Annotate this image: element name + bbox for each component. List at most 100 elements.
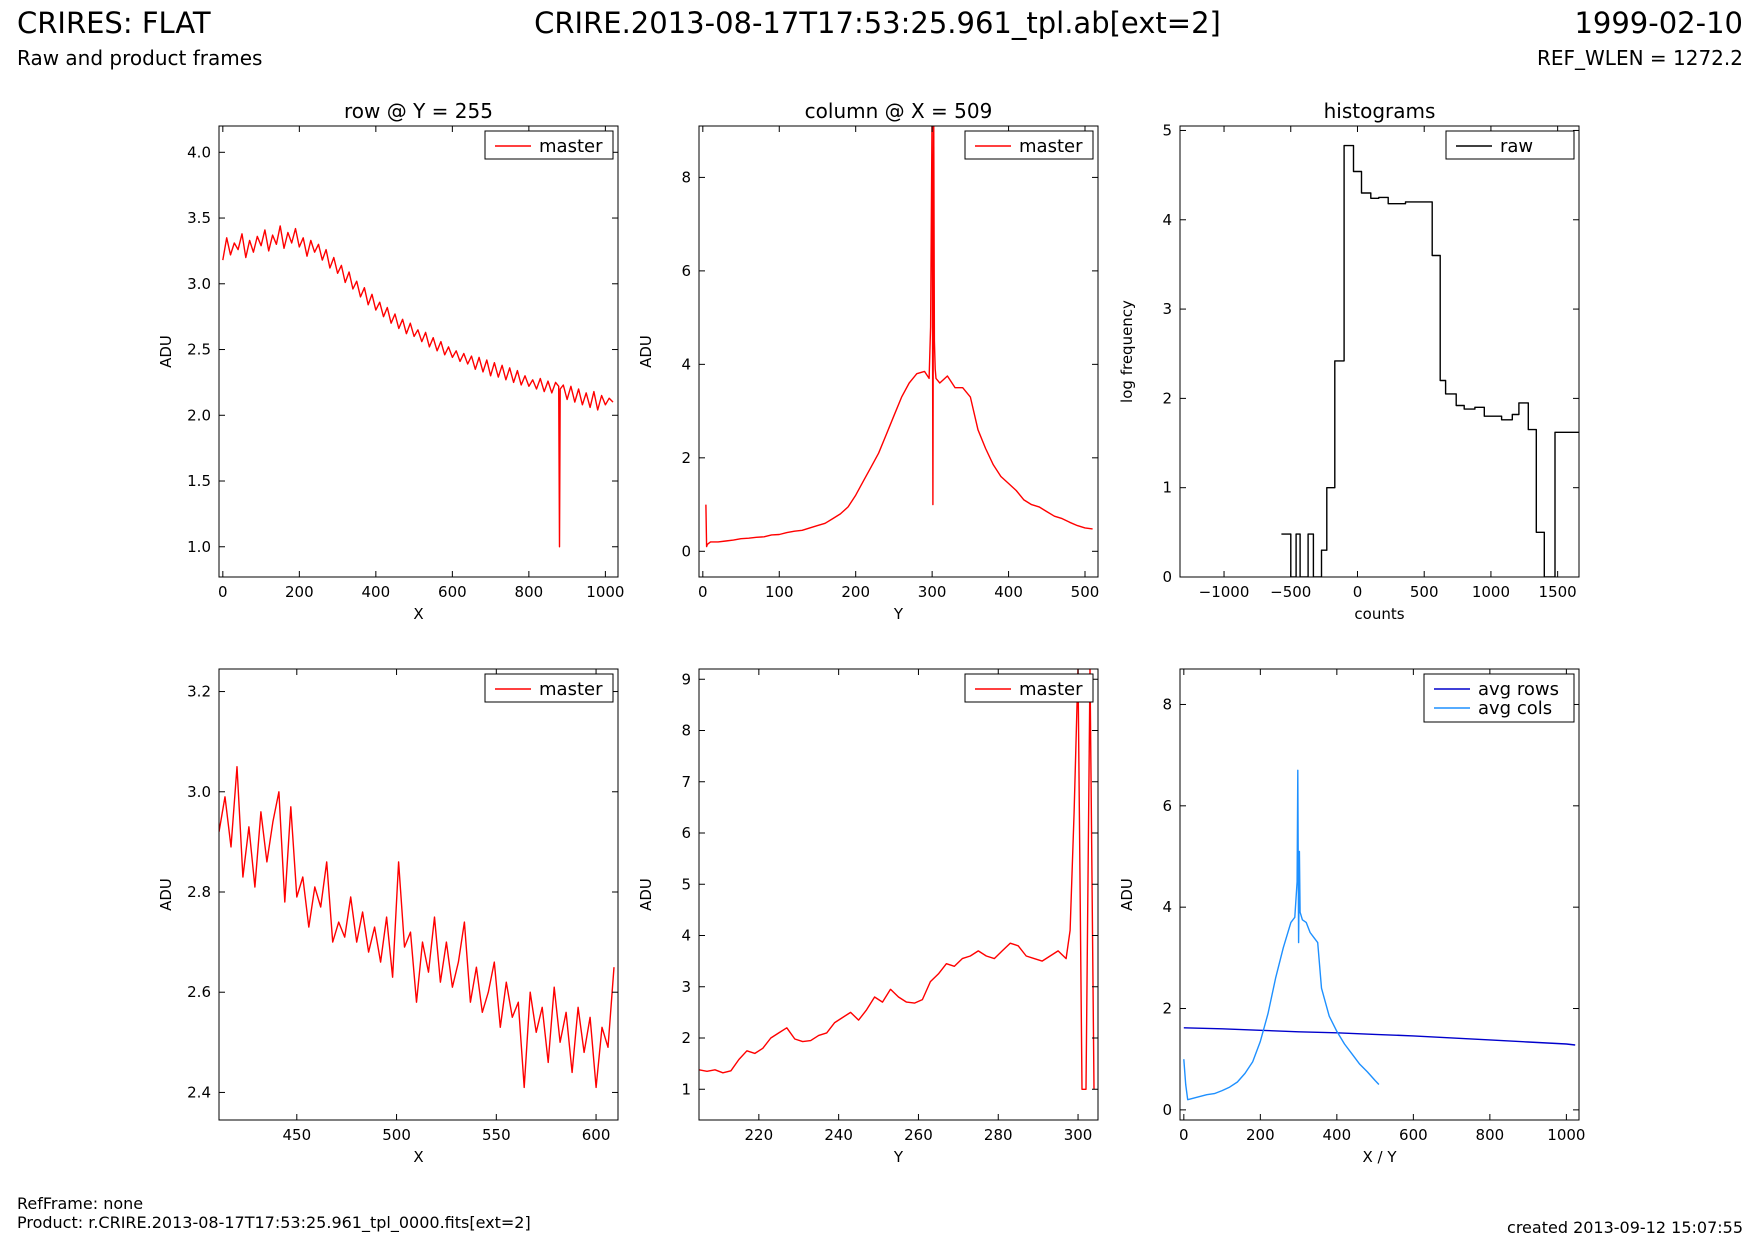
x-tick-label: 800 (515, 583, 544, 601)
x-tick-label: 400 (994, 583, 1023, 601)
y-tick-label: 6 (681, 824, 691, 842)
y-tick-label: 2 (1162, 1000, 1172, 1018)
x-tick-label: 500 (1410, 583, 1439, 601)
x-tick-label: 1500 (1539, 583, 1577, 601)
series-group (222, 225, 614, 548)
refframe-label: RefFrame: none (17, 1194, 144, 1213)
x-tick-label: 240 (824, 1126, 853, 1144)
legend-entry: raw (1500, 136, 1533, 157)
legend: master (484, 130, 614, 160)
x-axis-label: X (413, 1148, 423, 1166)
axes-frame (218, 668, 619, 1121)
x-tick-label: 300 (918, 583, 947, 601)
y-tick-label: 1.5 (187, 472, 211, 490)
x-axis-label: Y (893, 605, 904, 623)
y-axis-label: ADU (157, 335, 175, 368)
chart-title: column @ X = 509 (805, 99, 993, 123)
y-tick-label: 4.0 (187, 143, 211, 161)
x-tick-label: −1000 (1199, 583, 1250, 601)
y-tick-label: 5 (1162, 121, 1172, 139)
x-tick-label: 400 (1323, 1126, 1352, 1144)
x-tick-label: 200 (841, 583, 870, 601)
y-tick-label: 3 (681, 978, 691, 996)
y-tick-label: 4 (1162, 898, 1172, 916)
x-tick-label: 0 (1179, 1126, 1189, 1144)
legend-box (484, 673, 614, 703)
y-axis-label: ADU (637, 878, 655, 911)
y-tick-label: 0 (1162, 568, 1172, 586)
chart-panel-2: 0 100 200 300 400 500 0 2 4 6 8 column @ X = 509 Y AD… (637, 99, 1099, 623)
x-tick-label: 200 (1246, 1126, 1275, 1144)
y-tick-label: 0 (681, 542, 691, 560)
y-tick-label: 3.5 (187, 209, 211, 227)
series-line-1 (699, 669, 1095, 1091)
chart-panel-5: 220 240 260 280 300 1 2 3 4 5 6 7 8 9 Y ADU master (637, 668, 1099, 1166)
y-tick-label: 1 (681, 1080, 691, 1098)
legend-box (964, 673, 1094, 703)
x-tick-label: 100 (765, 583, 794, 601)
chart-panel-1: 0 200 400 600 800 1000 1.0 1.5 2.0 2.5 3.0 3.5 4.0 ro… (157, 99, 624, 623)
x-tick-label: 600 (582, 1126, 611, 1144)
legend-entry: master (1019, 679, 1083, 700)
x-axis-label: X / Y (1362, 1148, 1397, 1166)
x-axis-label: Y (893, 1148, 904, 1166)
x-tick-label: 500 (382, 1126, 411, 1144)
legend-box (964, 130, 1094, 160)
y-tick-label: 5 (681, 875, 691, 893)
legend-entry: master (539, 679, 603, 700)
legend: master (964, 130, 1094, 160)
chart-panel-6: 0 200 400 600 800 1000 0 2 4 6 8 X / Y ADU avg rowsav… (1118, 668, 1585, 1166)
y-tick-label: 4 (681, 927, 691, 945)
x-tick-label: 280 (984, 1126, 1013, 1144)
chart-panel-3: −1000 −500 0 500 1000 1500 0 1 2 3 4 5 histograms cou… (1118, 99, 1580, 623)
axes-frame (698, 668, 1099, 1121)
legend-entry: avg cols (1478, 698, 1552, 719)
axes-frame (218, 125, 619, 578)
x-tick-label: 400 (362, 583, 391, 601)
x-tick-label: 200 (285, 583, 314, 601)
y-tick-label: 6 (681, 262, 691, 280)
series-line-1 (1281, 144, 1579, 577)
y-tick-label: 1 (1162, 479, 1172, 497)
y-tick-label: 8 (1162, 695, 1172, 713)
observation-date: 1999-02-10 (1574, 6, 1743, 40)
axes-frame (1179, 668, 1580, 1121)
x-axis-label: counts (1354, 605, 1404, 623)
y-tick-label: 2.6 (187, 983, 211, 1001)
y-tick-label: 0 (1162, 1101, 1172, 1119)
y-tick-label: 3.2 (187, 683, 211, 701)
y-tick-label: 2.5 (187, 341, 211, 359)
y-tick-label: 2.8 (187, 883, 211, 901)
y-axis-label: ADU (157, 878, 175, 911)
x-axis-label: X (413, 605, 423, 623)
series-group (1183, 769, 1576, 1101)
ref-wlen: REF_WLEN = 1272.2 (1536, 46, 1743, 70)
created-label: created 2013-09-12 15:07:55 (1507, 1218, 1743, 1237)
y-tick-label: 2.0 (187, 406, 211, 424)
x-tick-label: 550 (482, 1126, 511, 1144)
x-tick-label: 500 (1071, 583, 1100, 601)
y-axis-label: ADU (637, 335, 655, 368)
legend: raw (1445, 130, 1575, 160)
x-tick-label: 220 (745, 1126, 774, 1144)
y-tick-label: 6 (1162, 797, 1172, 815)
y-tick-label: 4 (681, 355, 691, 373)
y-tick-label: 3 (1162, 300, 1172, 318)
series-line-1 (219, 766, 615, 1089)
file-name: CRIRE.2013-08-17T17:53:25.961_tpl.ab[ext… (534, 6, 1221, 40)
series-group (1281, 144, 1579, 577)
x-tick-label: 600 (438, 583, 467, 601)
series-group (219, 766, 615, 1089)
y-tick-label: 4 (1162, 211, 1172, 229)
x-tick-label: 450 (282, 1126, 311, 1144)
series-line-1 (705, 126, 1093, 548)
legend: master (484, 673, 614, 703)
series-group (705, 126, 1093, 548)
x-tick-label: 0 (218, 583, 228, 601)
y-tick-label: 8 (681, 168, 691, 186)
y-tick-label: 8 (681, 722, 691, 740)
y-tick-label: 3.0 (187, 783, 211, 801)
legend-box (1445, 130, 1575, 160)
